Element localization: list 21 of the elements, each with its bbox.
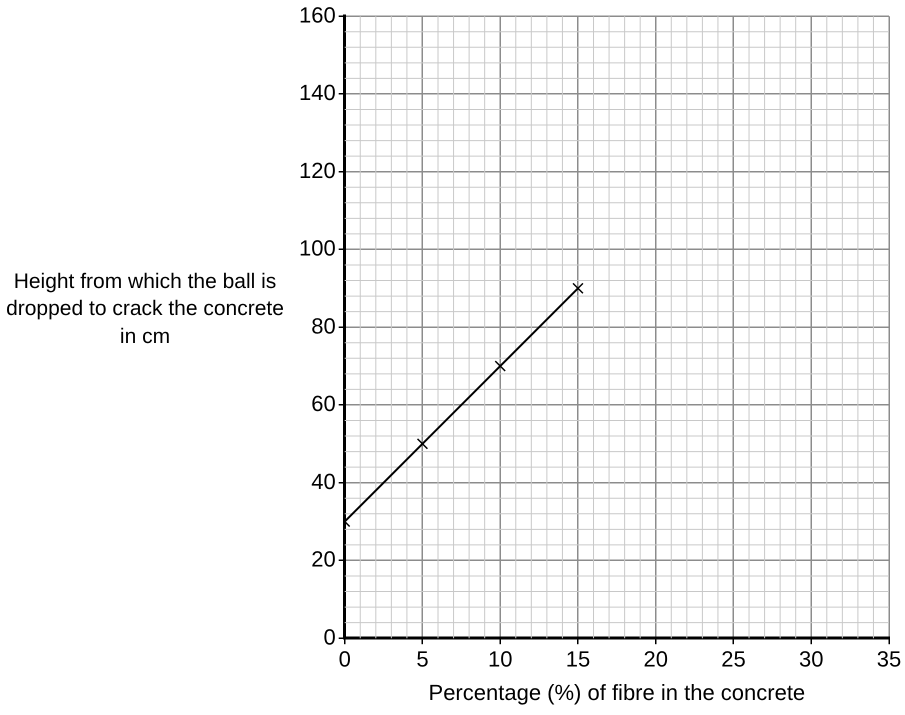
- y-tick-label: 20: [311, 546, 336, 572]
- y-tick-label: 0: [323, 624, 336, 650]
- y-tick-label: 100: [298, 236, 336, 261]
- x-axis-title: Percentage (%) of fibre in the concrete: [428, 680, 806, 705]
- x-tick-label: 25: [721, 646, 746, 672]
- y-axis-title: Height from which the ball is dropped to crack the concrete in cm: [5, 269, 285, 350]
- y-tick-label: 160: [298, 2, 336, 28]
- y-tick-label: 140: [298, 80, 336, 106]
- x-tick-label: 30: [799, 646, 824, 672]
- x-tick-label: 10: [488, 646, 512, 672]
- point: [494, 360, 506, 372]
- point: [572, 282, 584, 294]
- x-tick-label: 35: [876, 646, 902, 672]
- y-tick-label: 40: [311, 468, 336, 494]
- y-tick-label: 120: [298, 158, 336, 183]
- x-tick-label: 20: [643, 646, 668, 672]
- x-tick-label: 5: [416, 646, 429, 672]
- x-tick-label: 15: [566, 646, 590, 672]
- y-tick-label: 80: [311, 313, 336, 338]
- point: [416, 438, 428, 450]
- y-tick-label: 60: [311, 391, 336, 416]
